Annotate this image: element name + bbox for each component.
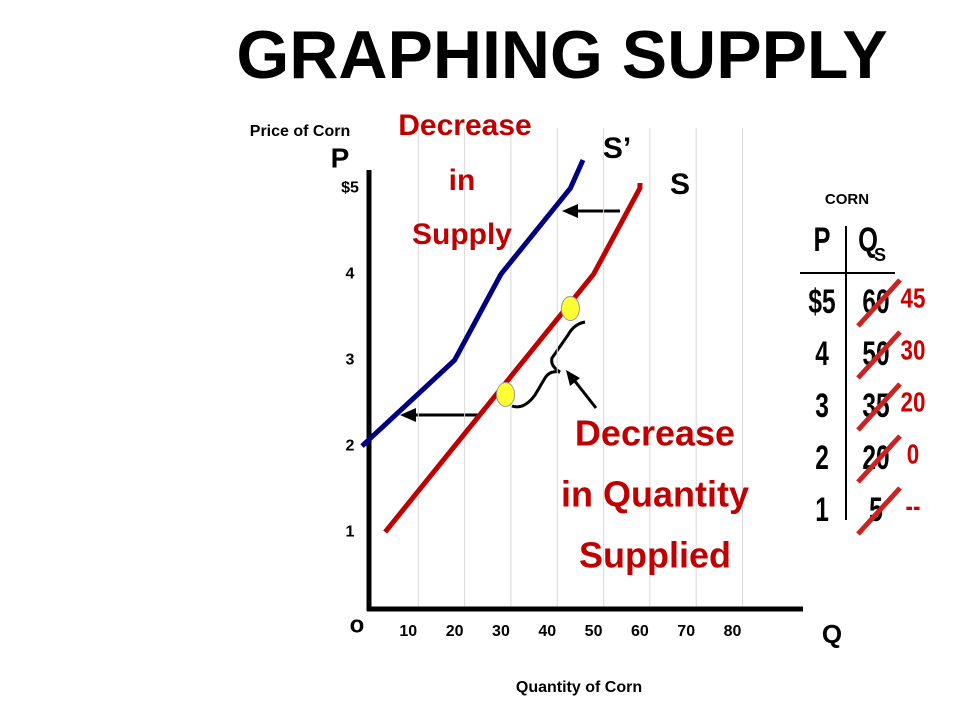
price-cell: 2 [815,439,829,477]
table-lines [800,226,895,520]
origin-label: o [350,611,365,638]
curve-label: S [670,168,690,201]
table-header: P [813,222,830,259]
y-tick-label: 2 [346,437,355,454]
y-tick-label: 4 [346,265,355,282]
highlight-point [560,296,580,322]
x-axis-letter: Q [822,619,842,649]
x-tick-label: 70 [677,623,695,640]
curve-label: S’ [603,132,631,165]
new-quantity-cell: -- [906,491,921,522]
annotation: Supply [412,218,512,251]
x-tick-label: 10 [399,623,417,640]
table-title: CORN [825,191,869,208]
annotation: in Quantity [561,474,749,515]
shift-arrows [400,204,620,422]
x-tick-label: 40 [538,623,556,640]
new-quantity-cell: 45 [901,283,926,314]
highlight-point [496,381,516,407]
annotation: Decrease [575,413,735,454]
y-tick-label: $5 [341,179,359,196]
x-axis-label: Quantity of Corn [516,679,642,696]
annotation: in [449,164,476,197]
slide-title: GRAPHING SUPPLY [236,17,887,93]
price-cell: 3 [815,387,829,425]
x-tick-label: 20 [446,623,464,640]
strike-through [856,486,902,536]
annotation: Decrease [398,109,531,142]
strike-through [856,434,902,484]
y-axis-label: Price of Corn [250,123,350,140]
y-tick-label: 1 [346,523,355,540]
new-quantity-cell: 0 [907,439,919,470]
supply-curve [383,182,643,534]
x-tick-label: 30 [492,623,510,640]
price-cell: 4 [815,335,829,373]
x-tick-label: 80 [724,623,742,640]
y-tick-label: 3 [346,351,355,368]
table-subscript: S [874,245,886,265]
price-cell: 1 [815,491,829,529]
strike-through [856,382,902,432]
x-tick-label: 60 [631,623,649,640]
supply-curve [360,158,586,448]
annotation: Supplied [579,535,731,576]
strike-through [856,278,902,328]
x-tick-label: 50 [585,623,603,640]
strike-through [856,330,902,380]
table-header: Q [858,222,878,259]
new-quantity-cell: 20 [901,387,926,418]
new-quantity-cell: 30 [901,335,926,366]
y-axis-letter: P [331,142,350,173]
price-cell: $5 [808,283,835,321]
